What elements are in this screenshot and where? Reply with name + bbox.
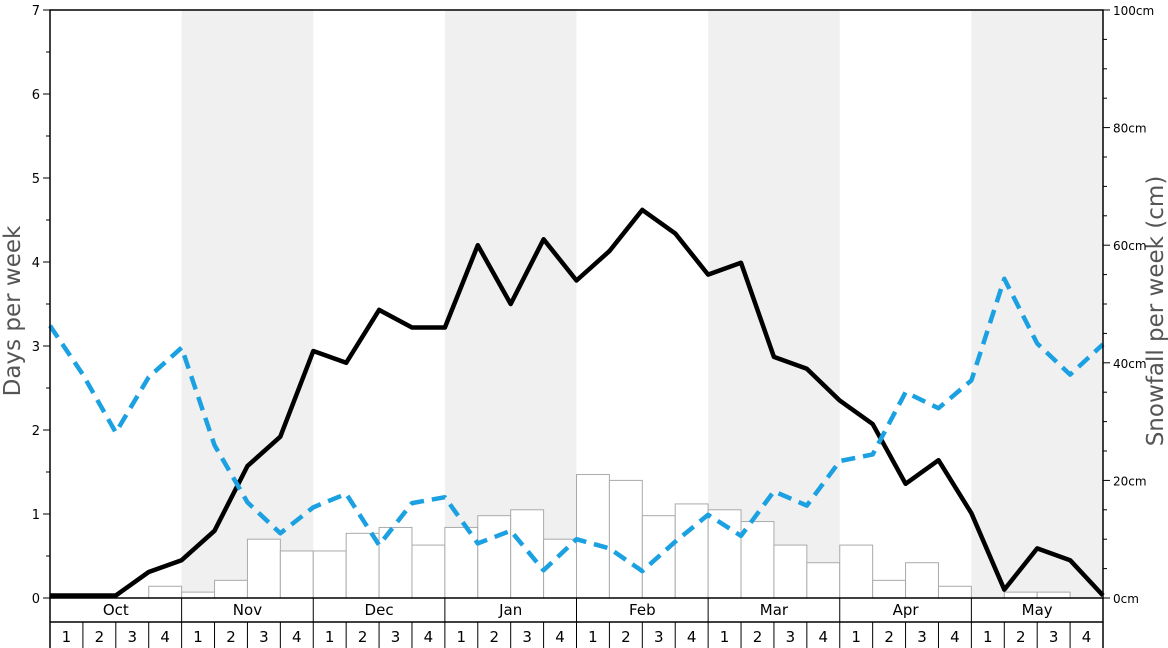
month-label-apr: Apr: [893, 601, 920, 619]
week-label: 3: [522, 628, 532, 646]
week-label: 2: [489, 628, 499, 646]
month-label-feb: Feb: [629, 601, 656, 619]
snowfall-bar: [608, 479, 643, 599]
snowfall-bar: [411, 544, 446, 599]
week-label: 3: [259, 628, 269, 646]
month-label-oct: Oct: [103, 601, 129, 619]
week-label: 4: [819, 628, 829, 646]
snowfall-bar: [872, 579, 907, 599]
snowfall-bar: [181, 591, 216, 599]
snowfall-bar: [444, 526, 479, 599]
snowfall-bar: [312, 550, 347, 599]
week-label: 2: [358, 628, 368, 646]
snowfall-bar: [1036, 591, 1071, 599]
week-row: 1 2 3 4 1 2 3 4 1 2 3 4 1 2 3 4 1 2 3 4 1 2 3 4 1 2 3 4 1 2 3 4: [49, 622, 1104, 648]
week-label: 4: [1082, 628, 1092, 646]
snowfall-bar: [246, 538, 281, 599]
week-label: 1: [720, 628, 730, 646]
y-tick-label: 7: [32, 4, 40, 19]
week-label: 1: [62, 628, 72, 646]
y2-tick-label: 80cm: [1113, 122, 1147, 136]
y2-tick-label: 100cm: [1113, 4, 1154, 18]
month-label-nov: Nov: [233, 601, 262, 619]
month-row: Oct Nov Dec Jan Feb Mar Apr May: [49, 598, 1104, 623]
week-label: 3: [917, 628, 927, 646]
snowfall-bar: [214, 579, 248, 599]
snowfall-bar: [1003, 591, 1038, 599]
y-tick-label: 3: [32, 340, 40, 355]
y-tick-label: 2: [32, 424, 40, 439]
week-label: 1: [457, 628, 467, 646]
week-label: 2: [95, 628, 105, 646]
month-shade-nov: [181, 10, 314, 598]
snowfall-bar: [773, 544, 808, 599]
week-label: 3: [786, 628, 796, 646]
week-label: 2: [1016, 628, 1026, 646]
snowfall-bars: [148, 474, 1071, 599]
month-label-dec: Dec: [365, 601, 394, 619]
snowfall-bar: [905, 562, 939, 599]
week-label: 4: [424, 628, 434, 646]
y-tick-label: 0: [32, 592, 40, 607]
y-tick-label: 4: [32, 256, 40, 271]
line-series: [48, 207, 1105, 598]
y2-tick-label: 40cm: [1113, 357, 1147, 371]
y-tick-label: 6: [32, 88, 40, 103]
week-label: 3: [127, 628, 137, 646]
week-label: 2: [226, 628, 236, 646]
y2-tick-label: 20cm: [1113, 474, 1147, 488]
snowfall-bar: [148, 585, 183, 599]
week-label: 3: [1049, 628, 1059, 646]
month-shade-mar: [708, 10, 840, 598]
y2-tick-label: 0cm: [1113, 592, 1139, 606]
week-label: 4: [950, 628, 960, 646]
snowfall-bar: [477, 515, 512, 599]
solid-series-line: [50, 207, 1105, 598]
snowfall-bar: [576, 474, 610, 599]
y-axis-label: Days per week: [0, 225, 26, 396]
week-label: 4: [292, 628, 302, 646]
week-label: 4: [555, 628, 565, 646]
month-shade-may: [971, 10, 1103, 598]
snowfall-bar: [839, 544, 874, 599]
y2-axis-label: Snowfall per week (cm): [1143, 176, 1168, 447]
dashed-series-line: [48, 276, 1105, 574]
month-label-mar: Mar: [760, 601, 789, 619]
month-label-jan: Jan: [498, 601, 522, 619]
snowfall-bar: [378, 526, 413, 599]
week-label: 2: [621, 628, 631, 646]
snowfall-bar: [740, 521, 775, 599]
left-axis: 0 1 2 3 4 5 6 7: [32, 4, 50, 607]
y-tick-label: 1: [32, 508, 40, 523]
week-label: 3: [391, 628, 401, 646]
snowfall-bar: [345, 532, 380, 599]
right-axis: 0cm 20cm 40cm 60cm 80cm 100cm: [1103, 4, 1154, 606]
snowfall-bar: [543, 538, 577, 599]
week-label: 3: [654, 628, 664, 646]
week-label: 1: [193, 628, 203, 646]
snowfall-bar: [806, 562, 841, 599]
week-label: 1: [588, 628, 598, 646]
week-label: 2: [884, 628, 894, 646]
snowfall-bar: [937, 585, 972, 599]
y-tick-label: 5: [32, 172, 40, 187]
week-label: 1: [325, 628, 335, 646]
week-label: 1: [851, 628, 861, 646]
week-label: 2: [753, 628, 763, 646]
month-label-may: May: [1022, 601, 1053, 619]
week-label: 1: [983, 628, 993, 646]
y2-tick-label: 60cm: [1113, 239, 1147, 253]
week-label: 4: [687, 628, 697, 646]
snowfall-bar: [279, 550, 314, 599]
week-label: 4: [160, 628, 170, 646]
